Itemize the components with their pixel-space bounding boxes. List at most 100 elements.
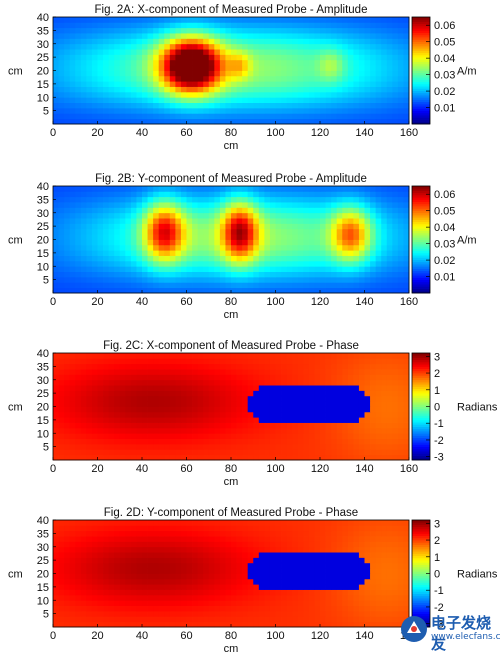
heatmap-cell <box>242 568 248 574</box>
heatmap-cell <box>131 17 137 23</box>
heatmap-cell <box>342 119 348 125</box>
heatmap-cell <box>59 353 65 359</box>
heatmap-cell <box>237 364 243 370</box>
heatmap-cell <box>359 213 365 219</box>
heatmap-cell <box>53 87 59 93</box>
heatmap-cell <box>70 202 76 208</box>
heatmap-cell <box>348 428 354 434</box>
heatmap-cell <box>292 218 298 224</box>
heatmap-cell <box>365 401 371 407</box>
heatmap-cell <box>320 191 326 197</box>
heatmap-cell <box>214 218 220 224</box>
heatmap-cell <box>59 76 65 82</box>
heatmap-cell <box>353 584 359 590</box>
heatmap-cell <box>370 33 376 39</box>
heatmap-cell <box>203 76 209 82</box>
heatmap-cells <box>53 353 409 460</box>
heatmap-cell <box>192 234 198 240</box>
heatmap-cell <box>103 433 109 439</box>
heatmap-cell <box>231 439 237 445</box>
heatmap-cell <box>220 584 226 590</box>
heatmap-cell <box>337 81 343 87</box>
heatmap-cell <box>264 412 270 418</box>
heatmap-cell <box>209 358 215 364</box>
heatmap-cell <box>259 590 265 596</box>
heatmap-cell <box>75 65 81 71</box>
heatmap-cell <box>209 380 215 386</box>
heatmap-cell <box>175 223 181 229</box>
heatmap-cell <box>225 417 231 423</box>
heatmap-cell <box>342 49 348 55</box>
heatmap-cell <box>287 606 293 612</box>
heatmap-cell <box>175 207 181 213</box>
heatmap-cell <box>309 17 315 23</box>
heatmap-cell <box>53 119 59 125</box>
heatmap-cell <box>376 38 382 44</box>
heatmap-cell <box>225 557 231 563</box>
heatmap-cell <box>326 353 332 359</box>
heatmap-cell <box>220 412 226 418</box>
heatmap-cell <box>75 113 81 119</box>
heatmap-cell <box>209 22 215 28</box>
heatmap-cell <box>70 584 76 590</box>
heatmap-cell <box>75 229 81 235</box>
heatmap-cell <box>376 557 382 563</box>
heatmap-cell <box>142 223 148 229</box>
heatmap-cell <box>59 584 65 590</box>
heatmap-cell <box>142 455 148 461</box>
heatmap-cell <box>114 218 120 224</box>
heatmap-cell <box>298 44 304 50</box>
heatmap-cell <box>281 92 287 98</box>
heatmap-cell <box>248 213 254 219</box>
heatmap-cell <box>59 113 65 119</box>
heatmap-cell <box>153 369 159 375</box>
heatmap-cell <box>287 191 293 197</box>
heatmap-cell <box>320 358 326 364</box>
chart-title: Fig. 2B: Y-component of Measured Probe -… <box>95 173 367 185</box>
heatmap-cell <box>376 277 382 283</box>
heatmap-cell <box>270 616 276 622</box>
heatmap-cell <box>381 557 387 563</box>
heatmap-cell <box>53 213 59 219</box>
heatmap-cell <box>331 579 337 585</box>
heatmap-cell <box>198 288 204 294</box>
heatmap-cell <box>109 234 115 240</box>
heatmap-cell <box>314 33 320 39</box>
heatmap-cell <box>370 428 376 434</box>
heatmap-cell <box>259 223 265 229</box>
heatmap-cell <box>214 417 220 423</box>
heatmap-cell <box>75 17 81 23</box>
heatmap-cell <box>259 374 265 380</box>
heatmap-cell <box>198 97 204 103</box>
heatmap-cell <box>81 390 87 396</box>
heatmap-cell <box>120 202 126 208</box>
heatmap-cell <box>198 364 204 370</box>
heatmap-cell <box>326 71 332 77</box>
heatmap-cell <box>298 207 304 213</box>
heatmap-cell <box>86 186 92 192</box>
heatmap-cell <box>86 277 92 283</box>
heatmap-cell <box>259 606 265 612</box>
heatmap-cell <box>309 76 315 82</box>
heatmap-cell <box>348 229 354 235</box>
heatmap-cell <box>131 385 137 391</box>
heatmap-cell <box>64 552 70 558</box>
heatmap-cell <box>292 385 298 391</box>
heatmap-cell <box>387 439 393 445</box>
heatmap-cell <box>281 423 287 429</box>
heatmap-cell <box>298 223 304 229</box>
y-tick-label: 5 <box>43 106 49 118</box>
heatmap-cell <box>353 191 359 197</box>
heatmap-cell <box>303 364 309 370</box>
heatmap-cell <box>70 44 76 50</box>
heatmap-cell <box>326 407 332 413</box>
heatmap-cell <box>70 353 76 359</box>
heatmap-cell <box>153 584 159 590</box>
heatmap-cell <box>220 417 226 423</box>
heatmap-cell <box>103 358 109 364</box>
heatmap-cell <box>81 256 87 262</box>
heatmap-cell <box>237 92 243 98</box>
heatmap-cell <box>292 28 298 34</box>
heatmap-cell <box>192 87 198 93</box>
heatmap-cell <box>170 364 176 370</box>
